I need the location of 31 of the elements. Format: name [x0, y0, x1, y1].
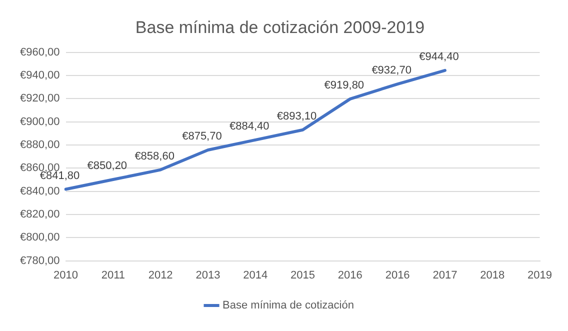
y-tick-label: €800,00: [20, 232, 60, 244]
data-label: €893,10: [276, 110, 317, 122]
y-tick-label: €920,00: [20, 92, 60, 105]
y-tick-label: €880,00: [20, 139, 60, 152]
x-tick-label: 2016: [385, 269, 410, 282]
y-tick-label: €940,00: [20, 70, 60, 82]
x-tick-label: 2017: [432, 269, 458, 282]
chart-title: Base mínima de cotización 2009-2019: [135, 18, 425, 37]
x-tick-label: 2018: [480, 269, 505, 282]
x-tick-label: 2016: [338, 269, 362, 282]
x-tick-label: 2010: [54, 269, 78, 282]
legend-label: Base mínima de cotización: [222, 300, 354, 312]
data-label: €919,80: [324, 79, 364, 92]
x-tick-label: 2015: [290, 269, 316, 282]
data-label: €841,80: [40, 170, 80, 182]
y-tick-label: €780,00: [20, 254, 60, 267]
y-tick-label: €840,00: [20, 185, 60, 198]
x-tick-label: 2014: [243, 269, 268, 282]
data-label: €932,70: [372, 64, 412, 77]
x-tick-label: 2013: [196, 269, 220, 282]
y-tick-label: €960,00: [20, 46, 60, 58]
data-label: €850,20: [87, 160, 128, 172]
x-tick-label: 2012: [148, 269, 173, 282]
data-label: €875,70: [182, 130, 222, 143]
data-label: €944,40: [419, 50, 459, 63]
data-label: €884,40: [229, 120, 270, 132]
y-tick-label: €820,00: [20, 208, 60, 221]
x-tick-label: 2019: [528, 269, 552, 282]
y-tick-label: €900,00: [20, 116, 60, 128]
data-label: €858,60: [134, 150, 174, 162]
x-tick-label: 2011: [101, 269, 125, 282]
